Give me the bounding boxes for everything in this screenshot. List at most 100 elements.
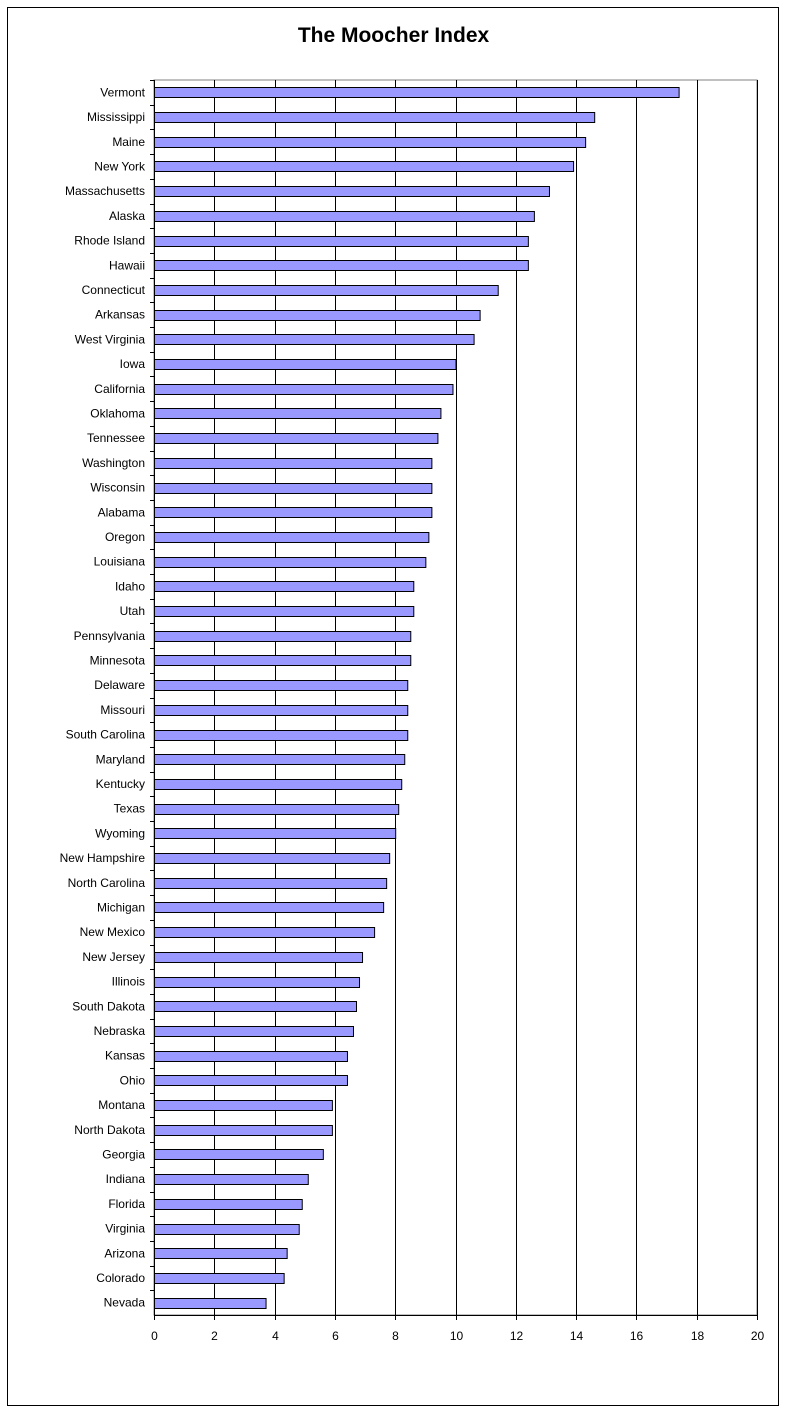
chart-frame — [7, 7, 779, 1406]
category-label: Utah — [120, 604, 145, 618]
category-label: Missouri — [100, 703, 145, 717]
bar-arkansas — [154, 310, 481, 321]
bar-ohio — [154, 1075, 348, 1086]
bar-texas — [154, 804, 400, 815]
bar-washington — [154, 458, 433, 469]
category-label: Louisiana — [94, 555, 146, 569]
category-label: Pennsylvania — [74, 629, 146, 643]
category-label: New Hampshire — [60, 851, 146, 865]
bar-missouri — [154, 705, 409, 716]
category-label: Minnesota — [90, 653, 146, 667]
bar-florida — [154, 1199, 303, 1210]
x-tick-label: 10 — [450, 1329, 464, 1343]
category-label: Idaho — [115, 579, 145, 593]
category-label: Illinois — [112, 975, 145, 989]
bar-west-virginia — [154, 334, 475, 345]
bar-nebraska — [154, 1026, 354, 1037]
bar-utah — [154, 606, 415, 617]
bar-oklahoma — [154, 408, 442, 419]
bar-maryland — [154, 754, 406, 765]
bar-rhode-island — [154, 236, 529, 247]
chart-title: The Moocher Index — [297, 24, 490, 47]
bar-kentucky — [154, 779, 403, 790]
x-tick-label: 0 — [151, 1329, 158, 1343]
category-label: West Virginia — [75, 332, 146, 346]
bar-vermont — [154, 87, 680, 98]
category-label: South Carolina — [66, 728, 146, 742]
bar-massachusetts — [154, 186, 550, 197]
category-label: South Dakota — [72, 999, 145, 1013]
bar-south-carolina — [154, 730, 409, 741]
bar-michigan — [154, 902, 385, 913]
bar-maine — [154, 137, 587, 148]
bar-new-jersey — [154, 952, 364, 963]
category-label: Nevada — [104, 1296, 146, 1310]
category-label: Delaware — [94, 678, 145, 692]
bar-north-dakota — [154, 1125, 333, 1136]
category-label: Ohio — [120, 1073, 146, 1087]
bar-minnesota — [154, 655, 412, 666]
bar-alabama — [154, 507, 433, 518]
category-label: Michigan — [97, 900, 145, 914]
category-label: New Mexico — [80, 925, 146, 939]
category-label: Montana — [98, 1098, 145, 1112]
x-tick-label: 18 — [691, 1329, 705, 1343]
bar-montana — [154, 1100, 333, 1111]
category-label: North Carolina — [68, 876, 146, 890]
category-label: Maryland — [96, 752, 145, 766]
x-tick-label: 16 — [630, 1329, 644, 1343]
bar-mississippi — [154, 112, 596, 123]
bar-idaho — [154, 581, 415, 592]
category-label: New Jersey — [82, 950, 145, 964]
bar-iowa — [154, 359, 457, 370]
bar-connecticut — [154, 285, 499, 296]
category-label: Wisconsin — [90, 481, 145, 495]
category-label: Indiana — [106, 1172, 146, 1186]
bar-new-mexico — [154, 927, 376, 938]
bar-tennessee — [154, 433, 439, 444]
category-label: Vermont — [100, 85, 145, 99]
bar-north-carolina — [154, 878, 388, 889]
bar-indiana — [154, 1174, 309, 1185]
category-label: Massachusetts — [65, 184, 145, 198]
bar-california — [154, 384, 454, 395]
x-tick-label: 14 — [570, 1329, 584, 1343]
category-label: Alaska — [109, 209, 145, 223]
category-label: Kentucky — [96, 777, 145, 791]
bar-virginia — [154, 1224, 300, 1235]
bar-arizona — [154, 1248, 288, 1259]
bar-colorado — [154, 1273, 285, 1284]
bar-pennsylvania — [154, 631, 412, 642]
category-label: Hawaii — [109, 258, 145, 272]
category-label: Alabama — [98, 505, 146, 519]
category-label: Iowa — [120, 357, 146, 371]
bar-wyoming — [154, 828, 397, 839]
x-tick-label: 6 — [332, 1329, 339, 1343]
category-label: Nebraska — [94, 1024, 146, 1038]
category-label: Florida — [108, 1197, 145, 1211]
category-label: Maine — [112, 135, 145, 149]
bar-louisiana — [154, 557, 427, 568]
x-tick-label: 4 — [272, 1329, 279, 1343]
category-label: Washington — [82, 456, 145, 470]
bar-illinois — [154, 977, 361, 988]
bar-kansas — [154, 1051, 348, 1062]
category-label: Oregon — [105, 530, 145, 544]
bar-hawaii — [154, 260, 529, 271]
x-tick-label: 8 — [392, 1329, 399, 1343]
category-label: New York — [94, 159, 146, 173]
bar-georgia — [154, 1149, 324, 1160]
category-label: Oklahoma — [90, 406, 145, 420]
category-label: Georgia — [102, 1147, 145, 1161]
category-label: Connecticut — [82, 283, 146, 297]
category-label: Tennessee — [87, 431, 145, 445]
category-label: Wyoming — [95, 826, 145, 840]
x-tick-label: 20 — [751, 1329, 765, 1343]
category-label: Mississippi — [87, 110, 145, 124]
category-label: California — [94, 382, 145, 396]
category-label: Texas — [114, 802, 145, 816]
bar-new-hampshire — [154, 853, 391, 864]
category-label: Arkansas — [95, 308, 145, 322]
bar-alaska — [154, 211, 535, 222]
